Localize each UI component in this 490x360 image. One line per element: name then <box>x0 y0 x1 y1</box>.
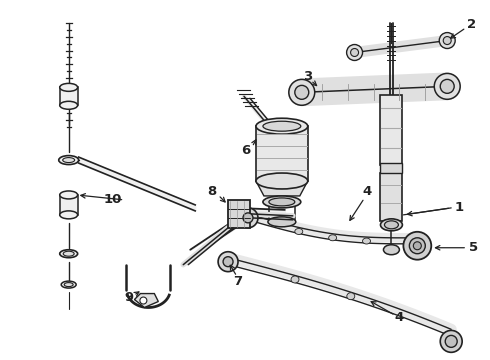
Text: 5: 5 <box>468 241 478 254</box>
Polygon shape <box>134 293 158 307</box>
Ellipse shape <box>329 235 337 241</box>
Ellipse shape <box>61 281 76 288</box>
Text: 3: 3 <box>303 70 313 83</box>
Ellipse shape <box>243 213 253 223</box>
Bar <box>60 87 77 105</box>
Ellipse shape <box>60 211 77 219</box>
Text: 7: 7 <box>233 275 243 288</box>
Ellipse shape <box>291 276 299 283</box>
Ellipse shape <box>443 37 451 45</box>
Ellipse shape <box>295 229 303 234</box>
Ellipse shape <box>434 73 460 99</box>
Ellipse shape <box>256 118 308 134</box>
Ellipse shape <box>403 232 431 260</box>
Bar <box>60 195 77 215</box>
Ellipse shape <box>64 283 73 287</box>
Ellipse shape <box>59 156 78 165</box>
Text: 9: 9 <box>124 291 133 304</box>
Ellipse shape <box>263 121 301 131</box>
Ellipse shape <box>63 251 74 256</box>
Ellipse shape <box>269 198 295 206</box>
Ellipse shape <box>409 238 425 254</box>
Bar <box>380 95 402 165</box>
Ellipse shape <box>263 196 301 208</box>
Text: 2: 2 <box>466 18 476 31</box>
Ellipse shape <box>289 80 315 105</box>
Ellipse shape <box>63 158 74 163</box>
Ellipse shape <box>363 238 370 244</box>
Ellipse shape <box>414 242 421 250</box>
Ellipse shape <box>60 191 77 199</box>
Ellipse shape <box>256 173 308 189</box>
Ellipse shape <box>346 45 363 60</box>
Ellipse shape <box>445 336 457 347</box>
Ellipse shape <box>295 85 309 99</box>
Ellipse shape <box>140 297 147 304</box>
Ellipse shape <box>268 217 296 227</box>
Bar <box>380 163 402 173</box>
Bar <box>228 200 250 228</box>
Text: 4: 4 <box>363 185 372 198</box>
Text: 4: 4 <box>395 311 404 324</box>
Text: 6: 6 <box>242 144 250 157</box>
Text: 10: 10 <box>103 193 122 206</box>
Bar <box>380 173 402 221</box>
Ellipse shape <box>60 101 77 109</box>
Ellipse shape <box>60 250 77 258</box>
Ellipse shape <box>384 245 399 255</box>
Text: 8: 8 <box>207 185 217 198</box>
Ellipse shape <box>439 32 455 49</box>
Ellipse shape <box>223 257 233 267</box>
Ellipse shape <box>218 252 238 272</box>
Ellipse shape <box>60 84 77 91</box>
Ellipse shape <box>385 221 398 229</box>
Ellipse shape <box>238 208 258 228</box>
Ellipse shape <box>350 49 359 57</box>
Bar <box>256 126 308 181</box>
Ellipse shape <box>380 219 402 231</box>
Polygon shape <box>256 181 308 196</box>
Ellipse shape <box>440 330 462 352</box>
Ellipse shape <box>347 293 355 300</box>
Ellipse shape <box>440 80 454 93</box>
Text: 1: 1 <box>455 201 464 215</box>
